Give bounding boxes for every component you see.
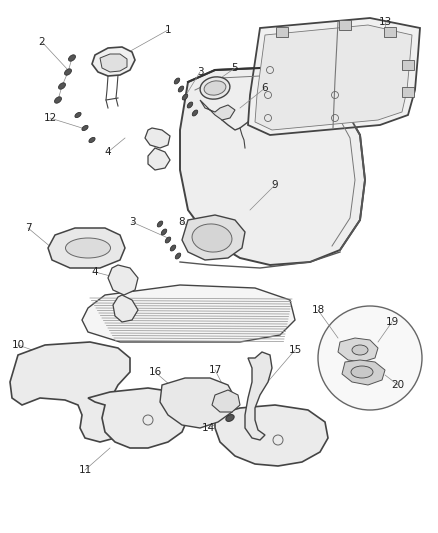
Polygon shape: [48, 228, 125, 268]
Ellipse shape: [187, 102, 193, 108]
Text: 4: 4: [92, 267, 98, 277]
Ellipse shape: [352, 345, 368, 355]
Polygon shape: [82, 285, 295, 342]
Ellipse shape: [55, 97, 61, 103]
Polygon shape: [100, 54, 127, 72]
Ellipse shape: [64, 69, 71, 75]
Text: 3: 3: [129, 217, 135, 227]
Ellipse shape: [170, 245, 176, 251]
Ellipse shape: [174, 78, 180, 84]
Polygon shape: [338, 338, 378, 362]
Text: 14: 14: [201, 423, 215, 433]
Polygon shape: [342, 360, 385, 385]
Text: 20: 20: [392, 380, 405, 390]
Ellipse shape: [66, 238, 110, 258]
Text: 9: 9: [272, 180, 278, 190]
Polygon shape: [180, 68, 365, 265]
Polygon shape: [113, 295, 138, 322]
Ellipse shape: [157, 221, 163, 227]
Ellipse shape: [89, 138, 95, 143]
Ellipse shape: [182, 94, 188, 100]
FancyBboxPatch shape: [402, 60, 414, 70]
Text: 5: 5: [232, 63, 238, 73]
Text: 4: 4: [105, 147, 111, 157]
Polygon shape: [255, 25, 412, 130]
Ellipse shape: [165, 237, 171, 243]
Text: 16: 16: [148, 367, 162, 377]
Text: 18: 18: [311, 305, 325, 315]
Text: 13: 13: [378, 17, 392, 27]
Ellipse shape: [82, 125, 88, 131]
Text: 19: 19: [385, 317, 399, 327]
Polygon shape: [108, 265, 138, 295]
Ellipse shape: [59, 83, 65, 89]
Ellipse shape: [161, 229, 167, 235]
Text: 3: 3: [197, 67, 203, 77]
Polygon shape: [148, 148, 170, 170]
Polygon shape: [10, 342, 130, 442]
Ellipse shape: [175, 253, 181, 259]
Polygon shape: [88, 388, 188, 448]
Text: 7: 7: [25, 223, 31, 233]
Polygon shape: [245, 352, 272, 440]
Ellipse shape: [178, 86, 184, 92]
Ellipse shape: [204, 81, 226, 95]
Polygon shape: [182, 215, 245, 260]
Ellipse shape: [226, 415, 234, 422]
Ellipse shape: [192, 224, 232, 252]
FancyBboxPatch shape: [384, 27, 396, 37]
Text: 8: 8: [179, 217, 185, 227]
Polygon shape: [215, 405, 328, 466]
Ellipse shape: [192, 110, 198, 116]
FancyBboxPatch shape: [402, 87, 414, 97]
Polygon shape: [248, 18, 420, 135]
Ellipse shape: [75, 112, 81, 118]
Polygon shape: [92, 47, 135, 76]
Text: 17: 17: [208, 365, 222, 375]
Text: 15: 15: [288, 345, 302, 355]
Text: 2: 2: [39, 37, 45, 47]
Text: 1: 1: [165, 25, 171, 35]
Polygon shape: [212, 390, 240, 412]
Circle shape: [318, 306, 422, 410]
Ellipse shape: [351, 366, 373, 378]
Text: 12: 12: [43, 113, 57, 123]
Text: 11: 11: [78, 465, 92, 475]
Polygon shape: [145, 128, 170, 148]
Text: 6: 6: [261, 83, 268, 93]
FancyBboxPatch shape: [339, 20, 351, 30]
Polygon shape: [160, 378, 235, 428]
Polygon shape: [200, 100, 235, 120]
Ellipse shape: [200, 77, 230, 99]
Ellipse shape: [68, 55, 75, 61]
FancyBboxPatch shape: [276, 27, 288, 37]
Text: 10: 10: [11, 340, 25, 350]
